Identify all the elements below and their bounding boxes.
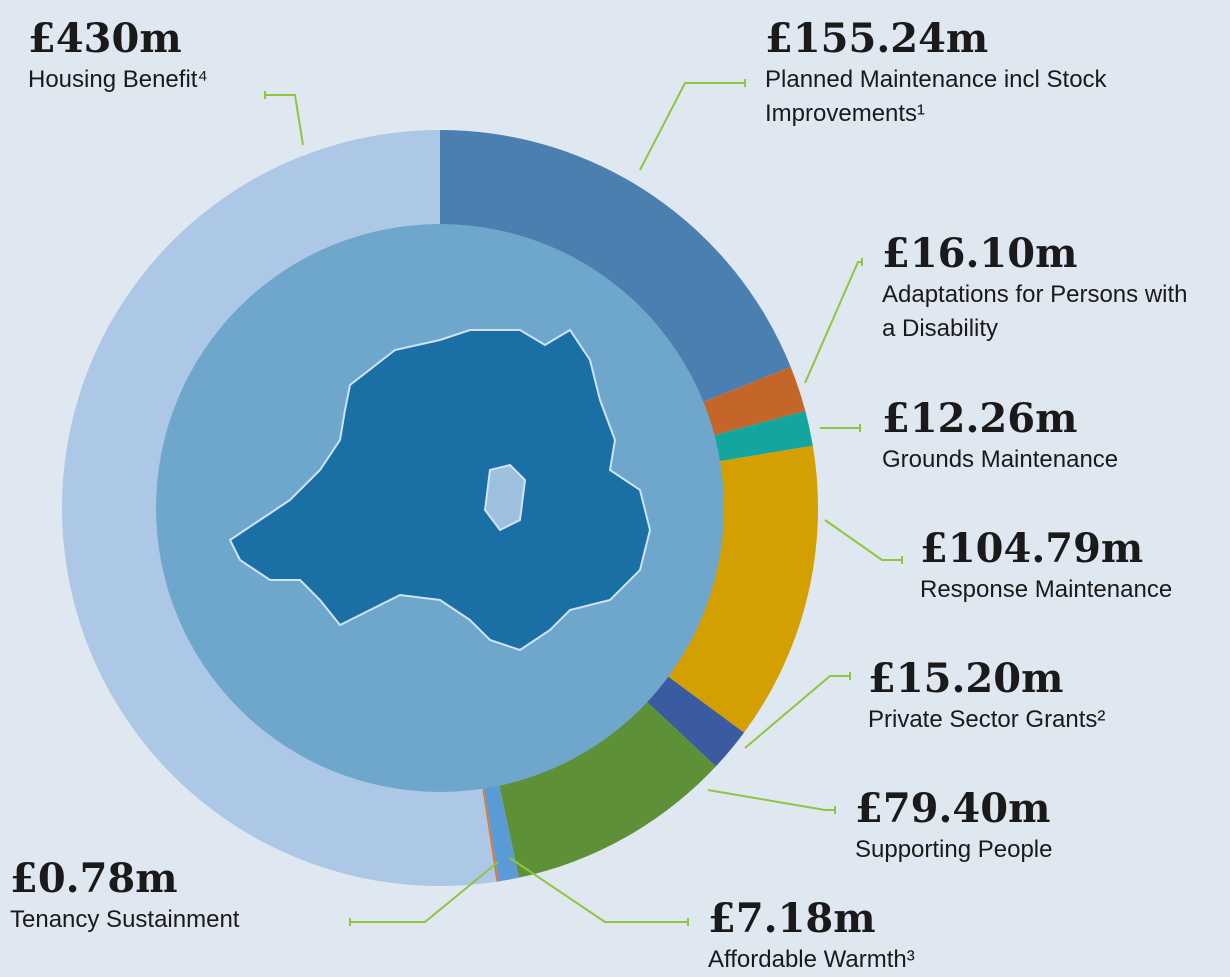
category-label: Private Sector Grants² <box>868 706 1106 733</box>
slice <box>481 784 499 882</box>
leaders <box>264 79 903 926</box>
value-label: £430m <box>28 15 182 62</box>
slice <box>498 699 716 878</box>
category-label: Planned Maintenance incl Stock Improveme… <box>765 66 1107 127</box>
label: £430m Housing Benefit⁴ <box>28 15 348 97</box>
value-label: £7.18m <box>708 895 876 942</box>
value-label: £155.24m <box>765 15 989 62</box>
value-label: £0.78m <box>10 855 178 902</box>
leader-line <box>804 261 862 384</box>
slice <box>62 130 497 886</box>
label: £104.79m Response Maintenance <box>920 525 1230 607</box>
slice <box>665 445 818 733</box>
value-label: £104.79m <box>920 525 1144 572</box>
label: £15.20m Private Sector Grants² <box>868 655 1208 737</box>
category-label: Adaptations for Persons with a Disabilit… <box>882 281 1188 342</box>
map <box>228 328 652 652</box>
slice <box>699 366 806 437</box>
value-label: £16.10m <box>882 230 1078 277</box>
label: £7.18m Affordable Warmth³ <box>708 895 1028 977</box>
category-label: Affordable Warmth³ <box>708 946 915 973</box>
leader-line <box>824 519 902 561</box>
label: £16.10m Adaptations for Persons with a Di… <box>882 230 1202 346</box>
category-label: Supporting People <box>855 836 1053 863</box>
lough <box>483 463 527 532</box>
label: £0.78m Tenancy Sustainment <box>10 855 330 937</box>
leader-line <box>350 861 499 923</box>
label: £155.24m Planned Maintenance incl Stock I… <box>765 15 1125 131</box>
label: £79.40m Supporting People <box>855 785 1195 867</box>
slice <box>710 411 813 462</box>
leader-line <box>707 789 835 811</box>
category-label: Grounds Maintenance <box>882 446 1119 473</box>
slice <box>483 781 519 882</box>
leader-line <box>265 94 304 146</box>
slice <box>644 674 745 767</box>
category-label: Response Maintenance <box>920 576 1173 603</box>
value-label: £12.26m <box>882 395 1078 442</box>
category-label: Tenancy Sustainment <box>10 906 240 933</box>
leader-line <box>639 82 745 171</box>
value-label: £15.20m <box>868 655 1064 702</box>
leader-line <box>509 857 688 923</box>
value-label: £79.40m <box>855 785 1051 832</box>
slice <box>440 130 791 404</box>
label: £12.26m Grounds Maintenance <box>882 395 1202 477</box>
leader-line <box>744 675 850 749</box>
donut <box>62 130 818 886</box>
category-label: Housing Benefit⁴ <box>28 66 208 93</box>
